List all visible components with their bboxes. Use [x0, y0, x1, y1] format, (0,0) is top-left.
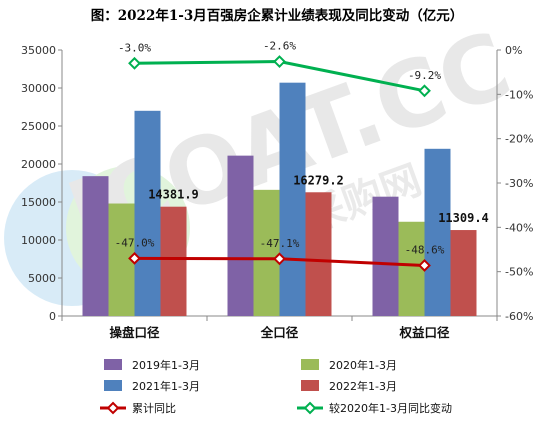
legend-label: 累计同比	[132, 402, 176, 415]
legend-label: 2020年1-3月	[329, 358, 397, 372]
y-tick-label: 15000	[21, 196, 56, 209]
y2-tick-label: -60%	[505, 310, 533, 323]
legend-swatch	[301, 359, 319, 370]
line-marker-2	[128, 56, 141, 70]
chart-title: 图：2022年1-3月百强房企累计业绩表现及同比变动（亿元）	[90, 8, 464, 24]
bar-4-1	[160, 206, 187, 316]
bar-3-3	[424, 148, 451, 316]
bar-1-1	[82, 176, 109, 316]
y-tick-label: 30000	[21, 82, 56, 95]
line-marker-2	[273, 55, 286, 68]
y-tick-label: 5000	[28, 272, 56, 285]
x-tick-label: 权益口径	[398, 325, 450, 340]
y2-tick-label: -10%	[505, 88, 533, 101]
y2-tick-label: -40%	[505, 221, 533, 234]
line-marker-2	[418, 84, 431, 98]
bar-data-label: 11309.4	[438, 211, 489, 225]
bar-data-label: 16279.2	[293, 173, 344, 187]
bar-1-2	[227, 155, 254, 316]
line-data-label: -9.2%	[408, 69, 441, 82]
y2-tick-label: -30%	[505, 177, 533, 190]
legend-swatch	[104, 380, 122, 391]
line-data-label: -47.1%	[260, 237, 300, 250]
bar-1-3	[372, 196, 399, 316]
line-marker-1	[418, 259, 431, 272]
bar-3-1	[134, 110, 161, 316]
bar-4-3	[450, 230, 477, 316]
line-data-label: -47.0%	[115, 236, 155, 249]
line-marker-1	[128, 251, 141, 265]
bar-2-2	[253, 189, 280, 316]
line-data-label: -2.6%	[263, 40, 296, 53]
legend-label: 较2020年1-3月同比变动	[329, 401, 452, 415]
y-tick-label: 35000	[21, 44, 56, 57]
x-tick-label: 全口径	[260, 325, 299, 340]
legend-marker	[106, 401, 120, 415]
legend-marker	[303, 401, 317, 415]
y2-tick-label: -50%	[505, 266, 533, 279]
legend-label: 2021年1-3月	[132, 379, 200, 393]
y-tick-label: 0	[49, 310, 56, 323]
y-tick-label: 20000	[21, 158, 56, 171]
line-marker-1	[273, 252, 286, 266]
legend-label: 2019年1-3月	[132, 358, 200, 372]
y2-tick-label: -20%	[505, 133, 533, 146]
x-tick-label: 操盘口径	[109, 325, 160, 340]
bar-data-label: 14381.9	[148, 188, 199, 202]
y-tick-label: 10000	[21, 234, 56, 247]
legend-swatch	[301, 380, 319, 391]
legend-label: 2022年1-3月	[329, 379, 397, 393]
y-tick-label: 25000	[21, 120, 56, 133]
y2-tick-label: 0%	[505, 44, 522, 57]
line-data-label: -48.6%	[405, 243, 445, 256]
bar-3-2	[279, 82, 306, 317]
bar-2-3	[398, 221, 425, 316]
bar-4-2	[305, 192, 332, 316]
line-data-label: -3.0%	[118, 41, 151, 54]
legend-swatch	[104, 359, 122, 370]
